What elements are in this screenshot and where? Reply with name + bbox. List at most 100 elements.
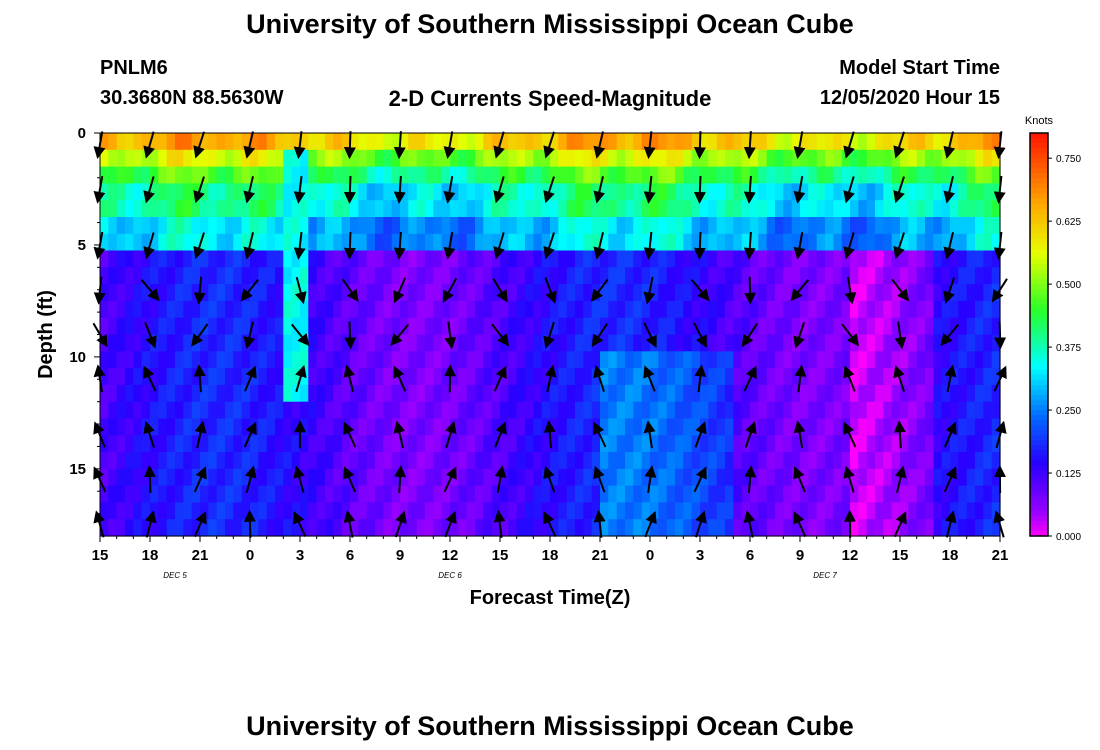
heat-cell bbox=[566, 519, 576, 537]
heat-cell bbox=[633, 519, 643, 537]
heat-cell bbox=[291, 267, 301, 285]
heat-cell bbox=[483, 250, 493, 268]
colorbar-segment bbox=[1030, 158, 1048, 164]
heat-cell bbox=[275, 452, 284, 470]
heat-cell bbox=[950, 435, 959, 453]
heat-cell bbox=[541, 452, 551, 470]
heat-cell bbox=[691, 334, 701, 352]
heat-cell bbox=[600, 217, 609, 235]
current-arrow bbox=[944, 510, 957, 538]
heat-cell bbox=[683, 284, 693, 302]
heat-cell bbox=[491, 217, 501, 235]
heat-cell bbox=[708, 452, 718, 470]
heat-cell bbox=[583, 166, 593, 184]
heat-cell bbox=[916, 435, 926, 453]
heat-cell bbox=[575, 217, 584, 235]
heat-cell bbox=[575, 166, 584, 184]
heat-cell bbox=[991, 166, 1001, 184]
heat-cell bbox=[291, 401, 301, 420]
heat-cell bbox=[333, 519, 343, 537]
heat-cell bbox=[766, 418, 776, 436]
heat-cell bbox=[408, 435, 418, 453]
heat-cell bbox=[266, 502, 276, 520]
heat-cell bbox=[325, 166, 334, 184]
heat-cell bbox=[591, 452, 601, 470]
heat-cell bbox=[775, 401, 784, 420]
heat-cell bbox=[891, 351, 901, 369]
heat-cell bbox=[783, 317, 793, 336]
current-arrow bbox=[493, 509, 506, 538]
heat-cell bbox=[266, 200, 276, 218]
heat-cell bbox=[658, 368, 668, 386]
heat-cell bbox=[375, 519, 384, 537]
heat-cell bbox=[266, 149, 276, 168]
heat-cell bbox=[733, 485, 743, 503]
heat-cell bbox=[325, 502, 334, 520]
heat-cell bbox=[383, 435, 393, 453]
heat-cell bbox=[875, 250, 884, 268]
heat-cell bbox=[400, 166, 409, 184]
heat-cell bbox=[333, 435, 343, 453]
heat-cell bbox=[950, 334, 959, 352]
heat-cell bbox=[666, 300, 676, 319]
heat-cell bbox=[308, 250, 318, 268]
heat-cell bbox=[550, 452, 559, 470]
heat-cell bbox=[591, 149, 601, 168]
heat-cell bbox=[416, 183, 426, 201]
heat-cell bbox=[108, 452, 118, 470]
heat-cell bbox=[416, 267, 426, 285]
heat-cell bbox=[975, 300, 984, 319]
heat-cell bbox=[750, 200, 759, 218]
heat-cell bbox=[358, 351, 368, 369]
heat-cell bbox=[875, 401, 884, 420]
heat-cell bbox=[150, 519, 159, 537]
heat-cell bbox=[383, 368, 393, 386]
heat-cell bbox=[850, 418, 859, 436]
heat-cell bbox=[408, 401, 418, 420]
heat-cell bbox=[358, 485, 368, 503]
heat-cell bbox=[883, 149, 893, 168]
heat-cell bbox=[141, 485, 151, 503]
heat-cell bbox=[908, 217, 918, 235]
heat-cell bbox=[775, 300, 784, 319]
heat-cell bbox=[658, 217, 668, 235]
heat-cell bbox=[408, 166, 418, 184]
heat-cell bbox=[616, 502, 626, 520]
heat-cell bbox=[558, 435, 568, 453]
heat-cell bbox=[991, 351, 1001, 369]
heat-cell bbox=[658, 519, 668, 537]
current-arrow bbox=[843, 131, 855, 159]
heat-cell bbox=[883, 384, 893, 403]
heat-cell bbox=[516, 468, 526, 487]
heat-cell bbox=[750, 133, 759, 151]
heat-cell bbox=[450, 200, 459, 218]
heat-cell bbox=[483, 519, 493, 537]
heat-cell bbox=[100, 519, 109, 537]
heat-cell bbox=[258, 300, 268, 319]
heat-cell bbox=[883, 300, 893, 319]
heat-cell bbox=[908, 452, 918, 470]
heat-cell bbox=[408, 502, 418, 520]
heat-cell bbox=[791, 401, 801, 420]
heat-cell bbox=[300, 502, 309, 520]
heat-cell bbox=[750, 267, 759, 285]
heat-cell bbox=[341, 200, 351, 218]
heat-cell bbox=[941, 418, 951, 436]
heat-cell bbox=[191, 401, 201, 420]
heat-cell bbox=[741, 351, 751, 369]
heat-cell bbox=[191, 166, 201, 184]
heat-cell bbox=[316, 401, 326, 420]
heat-cell bbox=[508, 166, 518, 184]
heat-cell bbox=[641, 519, 651, 537]
heat-cell bbox=[608, 485, 618, 503]
heat-cell bbox=[333, 267, 343, 285]
heat-cell bbox=[716, 485, 726, 503]
heat-cell bbox=[133, 468, 143, 487]
heat-cell bbox=[608, 250, 618, 268]
heat-cell bbox=[875, 418, 884, 436]
heat-cell bbox=[750, 334, 759, 352]
heat-cell bbox=[633, 149, 643, 168]
heat-cell bbox=[700, 317, 709, 336]
heat-cell bbox=[225, 452, 234, 470]
heat-cell bbox=[908, 435, 918, 453]
